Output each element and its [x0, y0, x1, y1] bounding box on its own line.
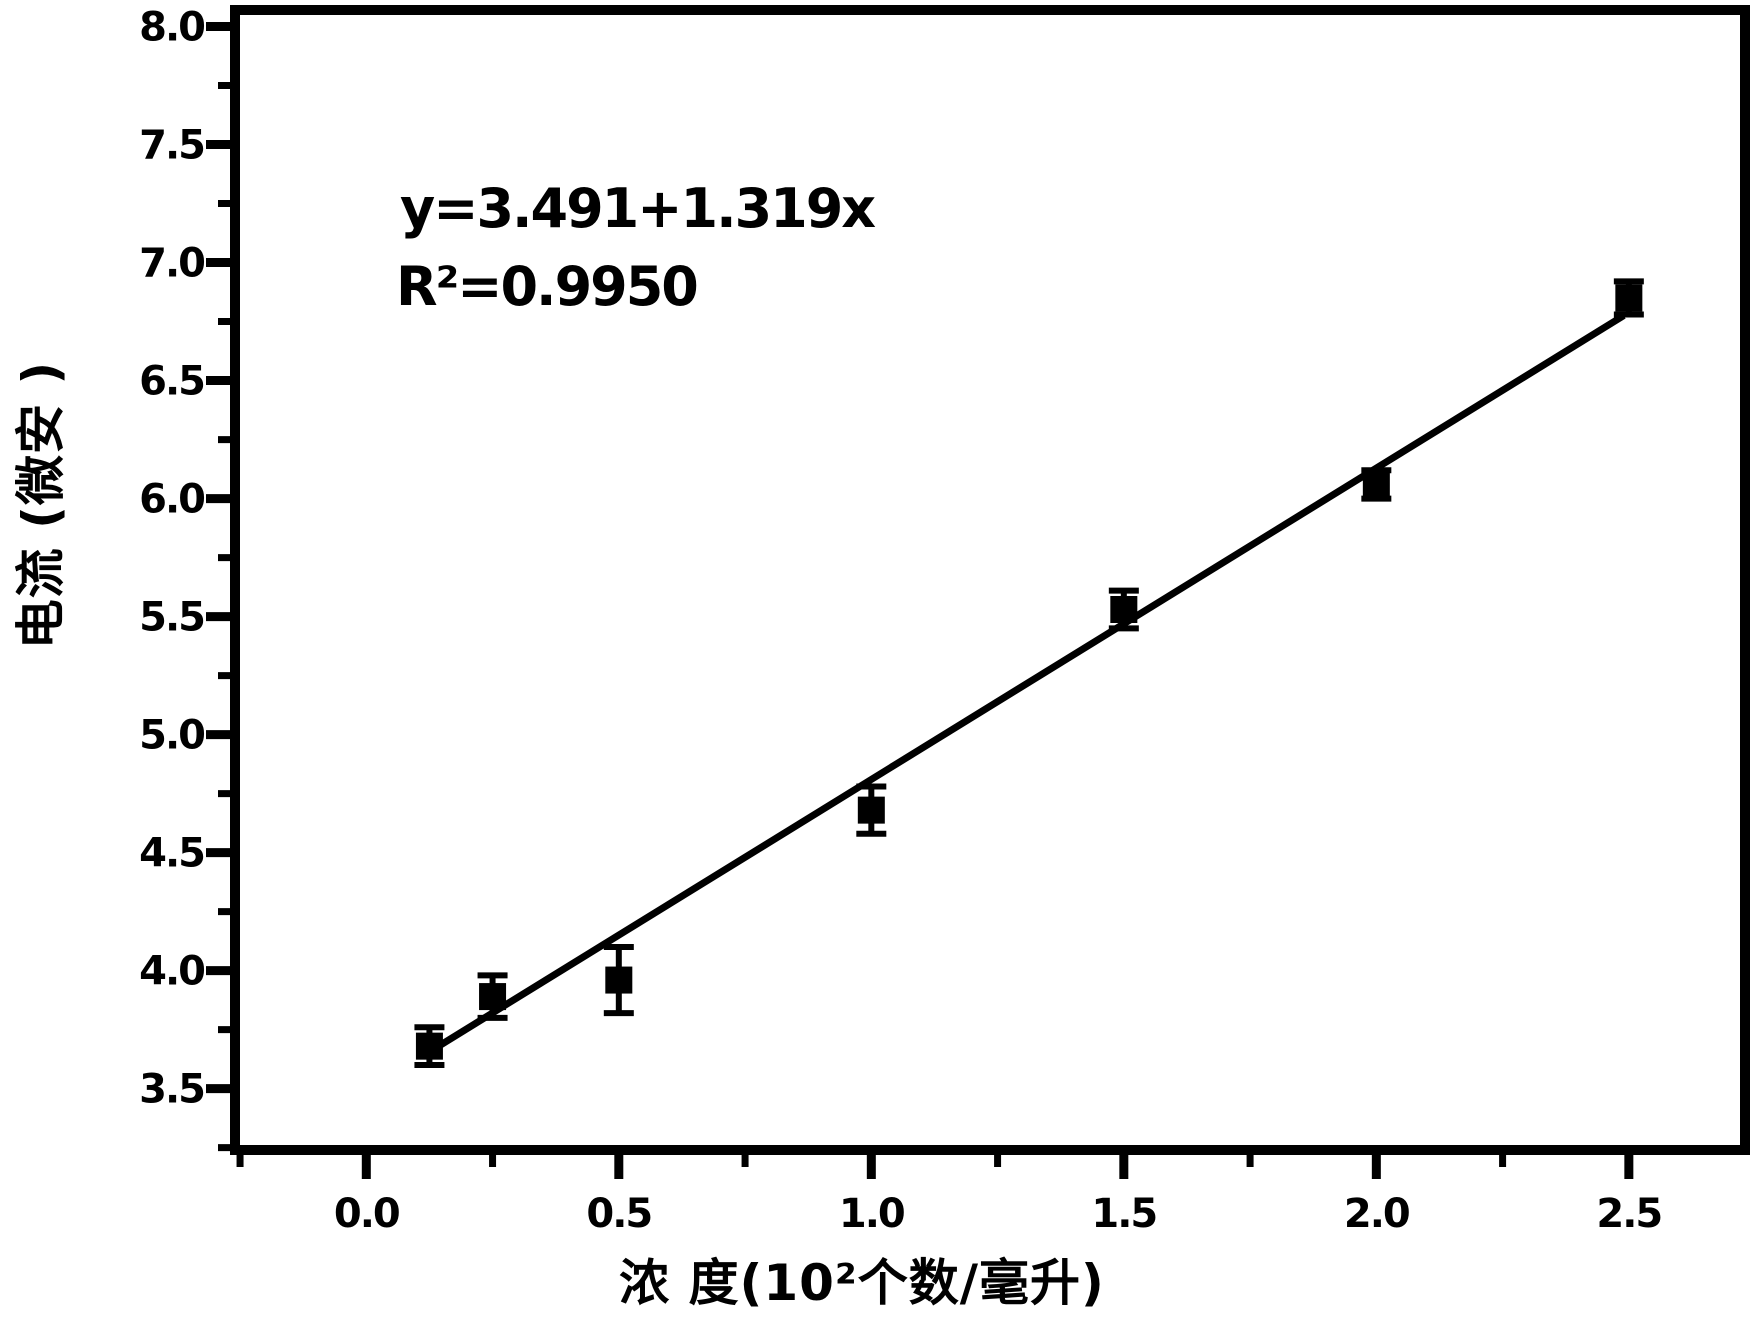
x-tick-label: 0.0 — [334, 1191, 399, 1237]
data-point-marker — [605, 966, 633, 994]
y-axis-title: 电流 (微安 ) — [12, 361, 70, 650]
x-axis-ticks — [236, 1150, 1634, 1179]
data-point — [1361, 467, 1392, 502]
data-point-marker — [1110, 596, 1138, 624]
fit-line — [427, 312, 1626, 1055]
x-tick-label: 2.5 — [1596, 1191, 1661, 1237]
x-tick-label: 0.5 — [586, 1191, 651, 1237]
x-tick-label: 1.0 — [839, 1191, 904, 1237]
data-point — [856, 783, 887, 837]
y-tick-label: 6.0 — [139, 477, 204, 523]
y-tick-label: 6.5 — [139, 359, 204, 405]
r-squared-annotation: R²=0.9950 — [396, 255, 697, 318]
y-axis-tick-labels: 3.5 4.0 4.5 5.0 5.5 6.0 6.5 7.0 7.5 8.0 — [139, 5, 206, 1113]
data-point-marker — [1362, 470, 1390, 498]
equation-annotation: y=3.491+1.319x — [400, 177, 876, 240]
data-point-marker — [415, 1032, 443, 1060]
data-point — [603, 944, 634, 1017]
x-axis-title: 浓 度(10²个数/毫升) — [619, 1254, 1105, 1312]
data-point — [414, 1024, 445, 1069]
x-axis-tick-labels: 0.0 0.5 1.0 1.5 2.0 2.5 — [334, 1191, 1664, 1237]
y-tick-label: 7.0 — [139, 241, 204, 287]
y-axis-ticks — [206, 22, 235, 1152]
data-point — [1613, 278, 1644, 318]
x-tick-label: 1.5 — [1091, 1191, 1156, 1237]
fit-line-group — [427, 312, 1626, 1055]
y-tick-label: 5.5 — [139, 595, 204, 641]
y-tick-label: 4.5 — [139, 831, 204, 877]
x-tick-label: 2.0 — [1344, 1191, 1409, 1237]
y-tick-label: 4.0 — [139, 949, 204, 995]
y-tick-label: 7.5 — [139, 123, 204, 169]
y-tick-label: 3.5 — [139, 1067, 204, 1113]
y-tick-label: 5.0 — [139, 713, 204, 759]
data-point — [477, 972, 508, 1021]
data-point-marker — [857, 796, 885, 824]
data-series — [414, 278, 1644, 1069]
data-point-marker — [1615, 284, 1643, 312]
plot-frame — [230, 5, 1750, 1155]
y-tick-label: 8.0 — [139, 5, 204, 51]
data-point — [1108, 587, 1139, 632]
data-point-marker — [479, 983, 507, 1011]
